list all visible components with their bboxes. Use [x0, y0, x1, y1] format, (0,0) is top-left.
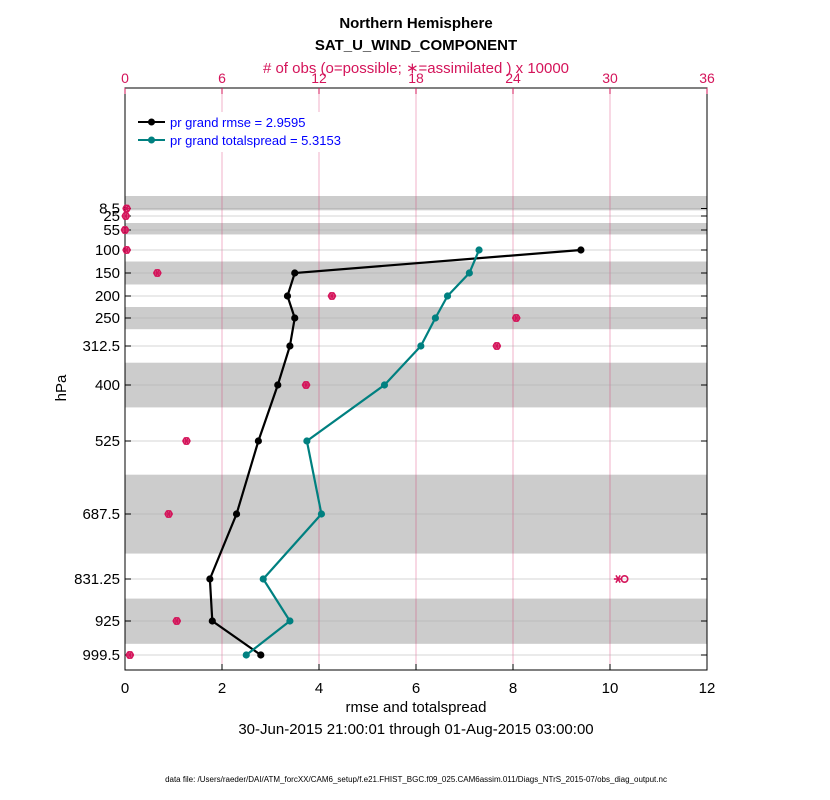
series-1-point — [242, 651, 250, 659]
top-axis-label: # of obs (o=possible; ∗=assimilated ) x … — [263, 60, 569, 77]
chart-title: Northern Hemisphere — [339, 15, 492, 32]
x-tick-label: 12 — [699, 680, 716, 697]
asterisk-stroke — [494, 341, 500, 351]
legend-marker-rmse — [148, 118, 155, 126]
series-0-point — [206, 575, 214, 583]
x-tick-label: 10 — [602, 680, 619, 697]
x-tick-label: 2 — [218, 680, 226, 697]
y-tick-label: 999.5 — [82, 647, 120, 664]
asterisk-stroke — [165, 509, 172, 519]
y-tick-label: 831.25 — [74, 571, 120, 588]
series-1-point — [431, 314, 439, 322]
y-tick-label: 400 — [95, 377, 120, 394]
top-tick-label: 18 — [408, 70, 424, 86]
asterisk-stroke — [122, 225, 128, 235]
y-tick-label: 250 — [95, 310, 120, 327]
y-tick-label: 100 — [95, 242, 120, 259]
y-tick-label: 525 — [95, 433, 120, 450]
obs-assimilated-marker — [613, 574, 623, 584]
chart-subtitle: SAT_U_WIND_COMPONENT — [315, 37, 517, 54]
asterisk-stroke — [615, 574, 621, 584]
obs-count-markers — [120, 204, 629, 660]
x-axis-label: rmse and totalspread — [346, 699, 487, 716]
asterisk-stroke — [173, 616, 180, 626]
top-tick-label: 6 — [218, 70, 226, 86]
y-tick-label: 150 — [95, 265, 120, 282]
obs-assimilated-marker — [120, 225, 130, 235]
axis-ticks: 0 2 4 6 8 10 120 6 12 18 24 30 368.52555100150200250… — [74, 70, 715, 697]
footnote: data file: /Users/raeder/DAI/ATM_forcXX/… — [165, 775, 667, 784]
series-0-point — [291, 314, 299, 322]
series-1-point — [465, 269, 473, 277]
obs-assimilated-marker — [182, 436, 191, 446]
asterisk-stroke — [303, 380, 309, 390]
obs-assimilated-marker — [153, 268, 162, 278]
y-tick-label: 925 — [95, 613, 120, 630]
series-1-point — [380, 381, 389, 389]
asterisk-stroke — [154, 268, 161, 278]
asterisk-stroke — [127, 650, 133, 660]
x-tick-label: 4 — [315, 680, 323, 697]
series-1-point — [443, 292, 452, 300]
series-0-point — [274, 381, 282, 389]
legend-label-spread: pr grand totalspread = 5.3153 — [170, 133, 341, 148]
asterisk-stroke — [329, 291, 335, 301]
series-1-point — [475, 246, 483, 254]
series-0-point — [286, 342, 294, 350]
top-tick-label: 0 — [121, 70, 129, 86]
series-0-point — [254, 437, 262, 445]
y-axis-label: hPa — [53, 374, 70, 401]
obs-assimilated-marker — [164, 509, 173, 519]
legend: pr grand rmse = 2.9595 pr grand totalspr… — [131, 112, 369, 152]
series-0-point — [283, 292, 292, 300]
asterisk-stroke — [123, 211, 129, 221]
series-1-point — [286, 617, 294, 625]
legend-label-rmse: pr grand rmse = 2.9595 — [170, 115, 306, 130]
x-tick-label: 8 — [509, 680, 517, 697]
obs-assimilated-marker — [512, 313, 521, 323]
series-layer — [206, 246, 585, 659]
obs-assimilated-marker — [121, 211, 131, 221]
asterisk-stroke — [513, 313, 520, 323]
asterisk-stroke — [123, 245, 130, 255]
series-0-point — [208, 617, 216, 625]
top-tick-label: 12 — [311, 70, 327, 86]
series-0-point — [257, 651, 265, 659]
grid — [125, 88, 707, 670]
series-0-point — [291, 269, 299, 277]
series-0-point — [577, 246, 585, 254]
x-tick-label: 0 — [121, 680, 129, 697]
top-tick-label: 36 — [699, 70, 715, 86]
y-tick-label: 687.5 — [82, 506, 120, 523]
series-1-point — [259, 575, 267, 583]
y-tick-label: 25 — [103, 208, 120, 225]
obs-assimilated-marker — [172, 616, 181, 626]
obs-assimilated-marker — [122, 204, 131, 213]
top-tick-label: 24 — [505, 70, 521, 86]
top-tick-label: 30 — [602, 70, 618, 86]
date-range: 30-Jun-2015 21:00:01 through 01-Aug-2015… — [238, 721, 593, 738]
obs-assimilated-marker — [301, 380, 311, 390]
legend-marker-spread — [148, 136, 155, 144]
y-tick-label: 55 — [103, 222, 120, 239]
obs-assimilated-marker — [125, 650, 135, 660]
x-tick-label: 6 — [412, 680, 420, 697]
asterisk-stroke — [183, 436, 190, 446]
obs-assimilated-marker — [492, 341, 502, 351]
series-1-point — [417, 342, 425, 350]
obs-assimilated-marker — [327, 291, 337, 301]
series-1-point — [317, 510, 326, 518]
y-tick-label: 8.5 — [99, 201, 120, 218]
series-0-point — [232, 510, 241, 518]
series-1-point — [303, 437, 311, 445]
y-tick-label: 312.5 — [82, 338, 120, 355]
legend-box — [131, 112, 369, 152]
y-tick-label: 200 — [95, 288, 120, 305]
asterisk-stroke — [123, 204, 130, 213]
obs-assimilated-marker — [122, 245, 131, 255]
